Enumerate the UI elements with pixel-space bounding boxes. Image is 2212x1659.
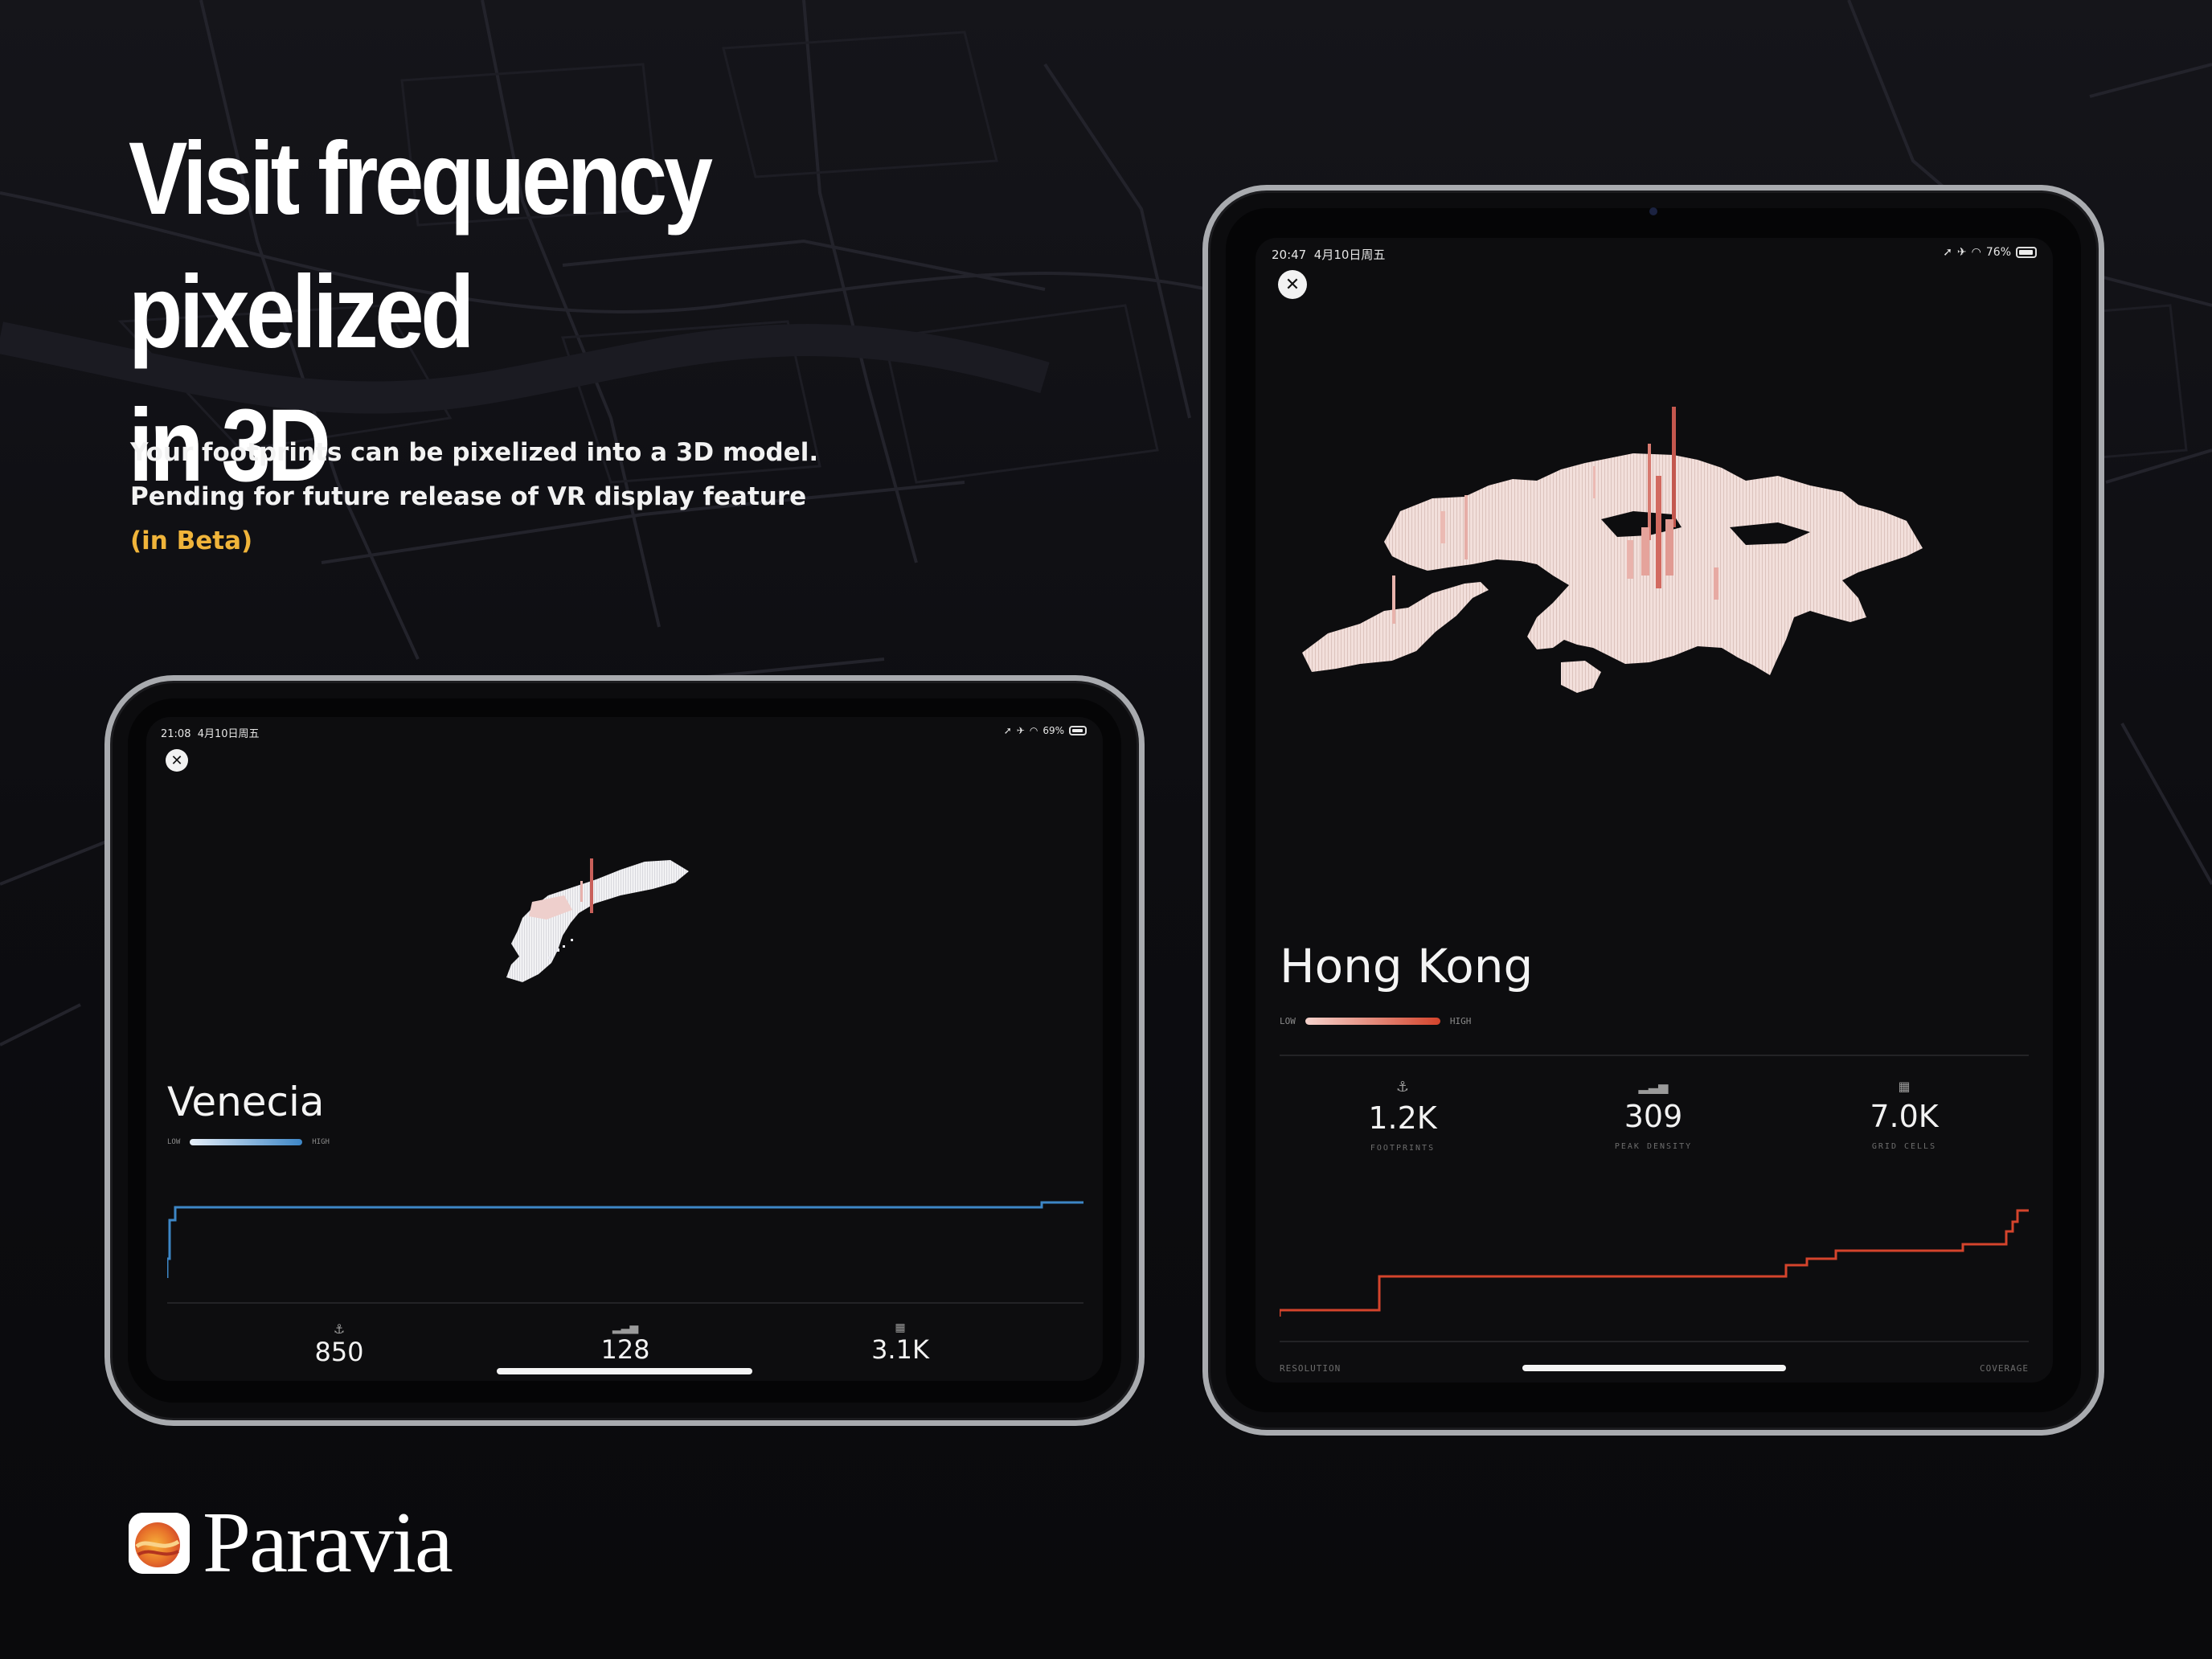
stat-value: 850: [314, 1337, 364, 1367]
stat-value: 3.1K: [871, 1334, 929, 1365]
brand-name: Paravia: [203, 1495, 453, 1591]
grid-icon: ▦: [895, 1321, 906, 1334]
hongkong-3d-model[interactable]: [1296, 407, 1987, 776]
venecia-coverage-line: [167, 1201, 1083, 1278]
axis-label-right: COVERAGE: [1980, 1363, 2029, 1374]
home-indicator[interactable]: [497, 1368, 752, 1374]
wifi-icon: ◠: [1029, 725, 1038, 736]
close-icon: ✕: [170, 752, 183, 769]
legend-low: LOW: [167, 1138, 181, 1146]
city-title: Venecia: [167, 1079, 325, 1125]
stat-value: 128: [600, 1334, 650, 1365]
brand-logo: Paravia: [129, 1495, 453, 1591]
stat-grid-cells: ▦ 3.1K: [836, 1321, 965, 1365]
stat-label: PEAK DENSITY: [1614, 1142, 1693, 1151]
status-bar: 20:47 4月10日周五 ➚ ✈ ◠ 76%: [1256, 238, 2053, 270]
paravia-logo-icon: [129, 1513, 190, 1574]
legend-gradient-bar: [190, 1139, 303, 1145]
stat-value: 1.2K: [1368, 1100, 1437, 1136]
divider: [1280, 1055, 2029, 1056]
legend: LOW HIGH: [1280, 1016, 1471, 1026]
description: Your footprints can be pixelized into a …: [130, 431, 934, 563]
battery-percent: 69%: [1043, 725, 1064, 736]
venecia-screen: 21:08 4月10日周五 ➚ ✈ ◠ 69% ✕ Venecia: [146, 717, 1103, 1381]
stat-footprints: ⚓ 1.2K FOOTPRINTS: [1326, 1079, 1479, 1153]
divider: [1280, 1341, 2029, 1342]
legend-low: LOW: [1280, 1016, 1296, 1026]
location-icon: ➚: [1943, 246, 1952, 259]
footprint-icon: ⚓: [1395, 1079, 1410, 1096]
status-indicators: ➚ ✈ ◠ 76%: [1943, 246, 2037, 259]
legend-high: HIGH: [312, 1138, 330, 1146]
description-line-2: Pending for future release of VR display…: [130, 482, 807, 511]
home-indicator[interactable]: [1522, 1365, 1786, 1371]
bar-chart-icon: ▂▃▅: [1638, 1079, 1669, 1094]
stat-label: GRID CELLS: [1871, 1142, 1937, 1151]
airplane-icon: ✈: [1956, 246, 1967, 259]
stat-value: 309: [1624, 1099, 1683, 1134]
close-button[interactable]: ✕: [166, 749, 188, 772]
stat-label: FOOTPRINTS: [1370, 1144, 1436, 1153]
close-button[interactable]: ✕: [1278, 270, 1307, 299]
beta-label: (in Beta): [130, 526, 253, 555]
airplane-icon: ✈: [1016, 725, 1025, 736]
headline: Visit frequency pixelized in 3D: [129, 113, 985, 513]
grid-icon: ▦: [1898, 1079, 1911, 1094]
wifi-icon: ◠: [1971, 246, 1981, 259]
battery-percent: 76%: [1985, 246, 2011, 259]
status-time: 20:47 4月10日周五: [1272, 248, 1386, 262]
legend-high: HIGH: [1449, 1016, 1472, 1026]
hongkong-coverage-line: [1280, 1209, 2029, 1317]
headline-line-2: in 3D: [129, 388, 331, 503]
stat-footprints: ⚓ 850: [275, 1321, 403, 1367]
bar-chart-icon: ▂▃▅: [612, 1321, 639, 1334]
divider: [167, 1302, 1083, 1304]
location-icon: ➚: [1003, 725, 1012, 736]
stat-peak-density: ▂▃▅ 128: [561, 1321, 690, 1365]
battery-icon: [2016, 247, 2037, 258]
legend-gradient-bar: [1305, 1018, 1440, 1025]
stat-peak-density: ▂▃▅ 309 PEAK DENSITY: [1577, 1079, 1730, 1151]
battery-icon: [1069, 726, 1087, 735]
legend: LOW HIGH: [167, 1138, 330, 1146]
stat-value: 7.0K: [1870, 1099, 1939, 1134]
status-time: 21:08 4月10日周五: [161, 728, 260, 740]
description-line-1: Your footprints can be pixelized into a …: [130, 438, 819, 467]
close-icon: ✕: [1284, 274, 1301, 295]
headline-line-1: Visit frequency pixelized: [129, 121, 713, 370]
venecia-3d-model[interactable]: [500, 846, 757, 1006]
city-title: Hong Kong: [1280, 939, 1534, 993]
hongkong-screen: 20:47 4月10日周五 ➚ ✈ ◠ 76% ✕: [1256, 238, 2053, 1382]
stat-grid-cells: ▦ 7.0K GRID CELLS: [1828, 1079, 1981, 1151]
front-camera: [1649, 207, 1657, 215]
status-bar: 21:08 4月10日周五 ➚ ✈ ◠ 69%: [146, 717, 1103, 749]
status-indicators: ➚ ✈ ◠ 69%: [1004, 725, 1087, 736]
footprint-icon: ⚓: [333, 1321, 346, 1337]
axis-label-left: RESOLUTION: [1280, 1363, 1342, 1374]
